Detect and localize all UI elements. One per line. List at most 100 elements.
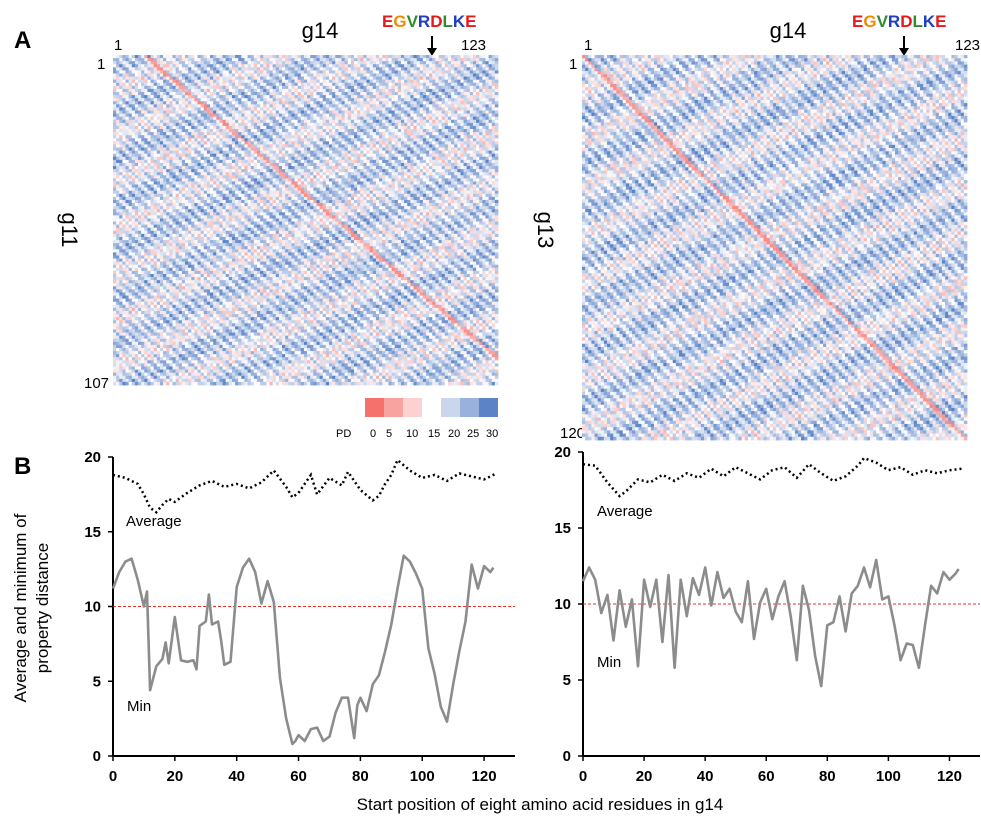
- heatmap-cell: [357, 80, 361, 83]
- heatmap-cell: [320, 98, 324, 101]
- heatmap-cell: [273, 80, 277, 83]
- heatmap-cell: [338, 86, 342, 89]
- heatmap-cell: [266, 64, 270, 67]
- heatmap-cell: [348, 169, 352, 172]
- heatmap-cell: [429, 138, 433, 141]
- heatmap-cell: [191, 154, 195, 157]
- heatmap-cell: [379, 114, 383, 117]
- heatmap-cell: [388, 104, 392, 107]
- heatmap-cell: [413, 141, 417, 144]
- heatmap-cell: [410, 98, 414, 101]
- heatmap-cell: [342, 154, 346, 157]
- heatmap-cell: [119, 77, 123, 80]
- heatmap-cell: [119, 126, 123, 129]
- heatmap-cell: [363, 166, 367, 169]
- heatmap-cell: [185, 160, 189, 163]
- heatmap-cell: [316, 114, 320, 117]
- heatmap-cell: [338, 132, 342, 135]
- heatmap-cell: [119, 70, 123, 73]
- heatmap-cell: [223, 92, 227, 95]
- heatmap-cell: [185, 77, 189, 80]
- heatmap-cell: [451, 160, 455, 163]
- heatmap-cell: [345, 132, 349, 135]
- heatmap-cell: [113, 138, 117, 141]
- heatmap-cell: [232, 111, 236, 114]
- heatmap-cell: [172, 92, 176, 95]
- heatmap-cell: [210, 175, 214, 178]
- heatmap-cell: [172, 148, 176, 151]
- heatmap-cell: [395, 129, 399, 132]
- heatmap-cell: [273, 74, 277, 77]
- heatmap-cell: [410, 151, 414, 154]
- heatmap-cell: [191, 160, 195, 163]
- heatmap-cell: [398, 166, 402, 169]
- heatmap-cell: [126, 104, 130, 107]
- heatmap-cell: [473, 132, 477, 135]
- heatmap-cell: [191, 157, 195, 160]
- heatmap-cell: [219, 89, 223, 92]
- heatmap-cell: [345, 101, 349, 104]
- heatmap-cell: [332, 80, 336, 83]
- heatmap-cell: [420, 126, 424, 129]
- heatmap-cell: [326, 92, 330, 95]
- heatmap-cell: [342, 83, 346, 86]
- heatmap-cell: [176, 70, 180, 73]
- heatmap-cell: [119, 129, 123, 132]
- heatmap-cell: [257, 101, 261, 104]
- heatmap-cell: [157, 92, 161, 95]
- heatmap-cell: [182, 166, 186, 169]
- heatmap-cell: [129, 67, 133, 70]
- heatmap-cell: [373, 107, 377, 110]
- heatmap-cell: [226, 178, 230, 181]
- heatmap-cell: [216, 154, 220, 157]
- heatmap-cell: [266, 107, 270, 110]
- heatmap-cell: [310, 95, 314, 98]
- heatmap-cell: [470, 89, 474, 92]
- heatmap-cell: [476, 74, 480, 77]
- heatmap-cell: [257, 163, 261, 166]
- heatmap-cell: [385, 135, 389, 138]
- heatmap-cell: [395, 154, 399, 157]
- heatmap-cell: [413, 166, 417, 169]
- heatmap-cell: [210, 77, 214, 80]
- heatmap-cell: [210, 83, 214, 86]
- heatmap-cell: [210, 55, 214, 58]
- heatmap-cell: [191, 58, 195, 61]
- heatmap-cell: [332, 114, 336, 117]
- heatmap-cell: [188, 74, 192, 77]
- heatmap-cell: [451, 83, 455, 86]
- heatmap-cell: [151, 129, 155, 132]
- heatmap-cell: [470, 144, 474, 147]
- heatmap-cell: [363, 163, 367, 166]
- heatmap-cell: [207, 163, 211, 166]
- heatmap-cell: [113, 61, 117, 64]
- heatmap-cell: [363, 111, 367, 114]
- heatmap-cell: [492, 138, 496, 141]
- heatmap-cell: [451, 148, 455, 151]
- heatmap-cell: [304, 154, 308, 157]
- heatmap-cell: [420, 135, 424, 138]
- heatmap-cell: [244, 169, 248, 172]
- heatmap-cell: [291, 132, 295, 135]
- heatmap-cell: [388, 148, 392, 151]
- heatmap-cell: [210, 169, 214, 172]
- heatmap-cell: [360, 169, 364, 172]
- heatmap-cell: [345, 104, 349, 107]
- heatmap-cell: [163, 175, 167, 178]
- heatmap-cell: [326, 86, 330, 89]
- heatmap-cell: [126, 157, 130, 160]
- heatmap-cell: [198, 160, 202, 163]
- heatmap-cell: [282, 129, 286, 132]
- heatmap-cell: [451, 104, 455, 107]
- heatmap-cell: [166, 120, 170, 123]
- heatmap-cell: [119, 104, 123, 107]
- heatmap-cell: [479, 157, 483, 160]
- heatmap-cell: [332, 166, 336, 169]
- heatmap-cell: [238, 86, 242, 89]
- heatmap-cell: [413, 80, 417, 83]
- heatmap-cell: [138, 157, 142, 160]
- heatmap-cell: [251, 98, 255, 101]
- heatmap-cell: [304, 157, 308, 160]
- heatmap-cell: [113, 148, 117, 151]
- heatmap-cell: [360, 166, 364, 169]
